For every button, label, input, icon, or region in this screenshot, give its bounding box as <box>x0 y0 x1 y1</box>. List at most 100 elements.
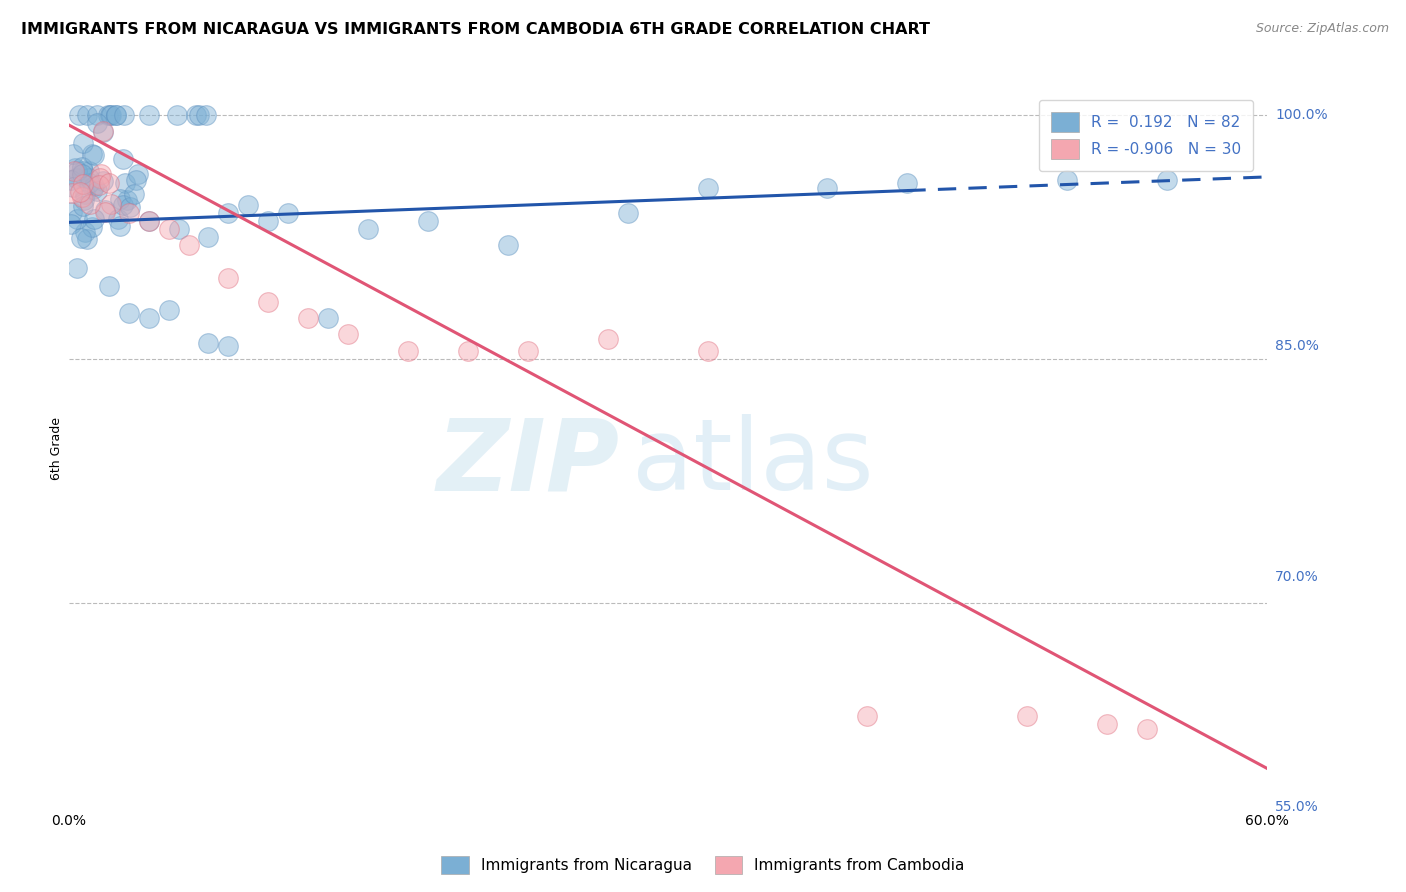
Point <box>337 327 360 342</box>
Point <box>125 173 148 187</box>
Point <box>104 108 127 122</box>
Point <box>79 171 101 186</box>
Point <box>86 108 108 122</box>
Point <box>257 295 280 310</box>
Point <box>72 190 94 204</box>
Point <box>187 108 209 122</box>
Point <box>896 177 918 191</box>
Point <box>98 108 121 122</box>
Point <box>66 163 89 178</box>
Point <box>97 177 120 191</box>
Point <box>166 108 188 122</box>
Point <box>138 108 160 122</box>
Point <box>93 204 115 219</box>
Point <box>80 146 103 161</box>
Point <box>596 332 619 346</box>
Point <box>1136 723 1159 737</box>
Point <box>127 167 149 181</box>
Point <box>73 225 96 239</box>
Point <box>91 174 114 188</box>
Point <box>94 202 117 217</box>
Point <box>617 205 640 219</box>
Point <box>73 186 96 201</box>
Text: ZIP: ZIP <box>437 414 620 511</box>
Point <box>70 167 93 181</box>
Point <box>77 164 100 178</box>
Point <box>91 124 114 138</box>
Point <box>696 343 718 358</box>
Point <box>107 212 129 227</box>
Point <box>138 214 160 228</box>
Point <box>63 164 86 178</box>
Text: atlas: atlas <box>631 414 873 511</box>
Point <box>59 217 82 231</box>
Point <box>73 193 96 207</box>
Point <box>416 214 439 228</box>
Point <box>86 185 108 199</box>
Point <box>66 260 89 275</box>
Point <box>217 339 239 353</box>
Y-axis label: 6th Grade: 6th Grade <box>51 417 63 480</box>
Point <box>83 211 105 226</box>
Point <box>111 153 134 167</box>
Point <box>72 199 94 213</box>
Point <box>83 148 105 162</box>
Point <box>197 230 219 244</box>
Point <box>97 278 120 293</box>
Point <box>86 116 108 130</box>
Text: IMMIGRANTS FROM NICARAGUA VS IMMIGRANTS FROM CAMBODIA 6TH GRADE CORRELATION CHAR: IMMIGRANTS FROM NICARAGUA VS IMMIGRANTS … <box>21 22 931 37</box>
Point <box>97 108 120 122</box>
Point <box>856 709 879 723</box>
Point <box>457 343 479 358</box>
Point <box>111 198 134 212</box>
Point <box>79 196 101 211</box>
Point <box>70 231 93 245</box>
Point <box>66 211 89 226</box>
Point <box>184 108 207 122</box>
Legend: R =  0.192   N = 82, R = -0.906   N = 30: R = 0.192 N = 82, R = -0.906 N = 30 <box>1039 100 1253 171</box>
Point <box>316 311 339 326</box>
Point <box>69 185 91 199</box>
Point <box>238 197 260 211</box>
Point <box>63 161 86 176</box>
Point <box>104 108 127 122</box>
Point <box>167 222 190 236</box>
Point <box>114 176 136 190</box>
Point <box>67 108 90 122</box>
Point <box>217 270 239 285</box>
Point <box>82 182 104 196</box>
Point <box>83 178 105 193</box>
Point <box>157 222 180 236</box>
Point <box>76 108 98 122</box>
Point <box>100 196 122 211</box>
Point <box>696 181 718 195</box>
Point <box>60 186 83 200</box>
Point <box>357 222 380 236</box>
Point <box>115 193 138 207</box>
Point <box>72 164 94 178</box>
Point <box>90 167 112 181</box>
Point <box>157 303 180 318</box>
Point <box>72 136 94 150</box>
Point <box>122 186 145 201</box>
Point <box>1095 717 1118 731</box>
Point <box>138 311 160 326</box>
Point <box>177 238 200 252</box>
Point <box>65 170 87 185</box>
Point <box>817 181 839 195</box>
Point <box>60 205 83 219</box>
Point <box>1017 709 1039 723</box>
Point <box>70 160 93 174</box>
Point <box>257 214 280 228</box>
Point <box>195 108 218 122</box>
Point <box>91 125 114 139</box>
Point <box>120 200 142 214</box>
Point <box>517 343 540 358</box>
Point <box>89 170 111 185</box>
Point <box>62 147 84 161</box>
Point <box>72 177 94 191</box>
Point <box>77 177 100 191</box>
Point <box>217 205 239 219</box>
Point <box>496 238 519 252</box>
Point <box>1056 173 1078 187</box>
